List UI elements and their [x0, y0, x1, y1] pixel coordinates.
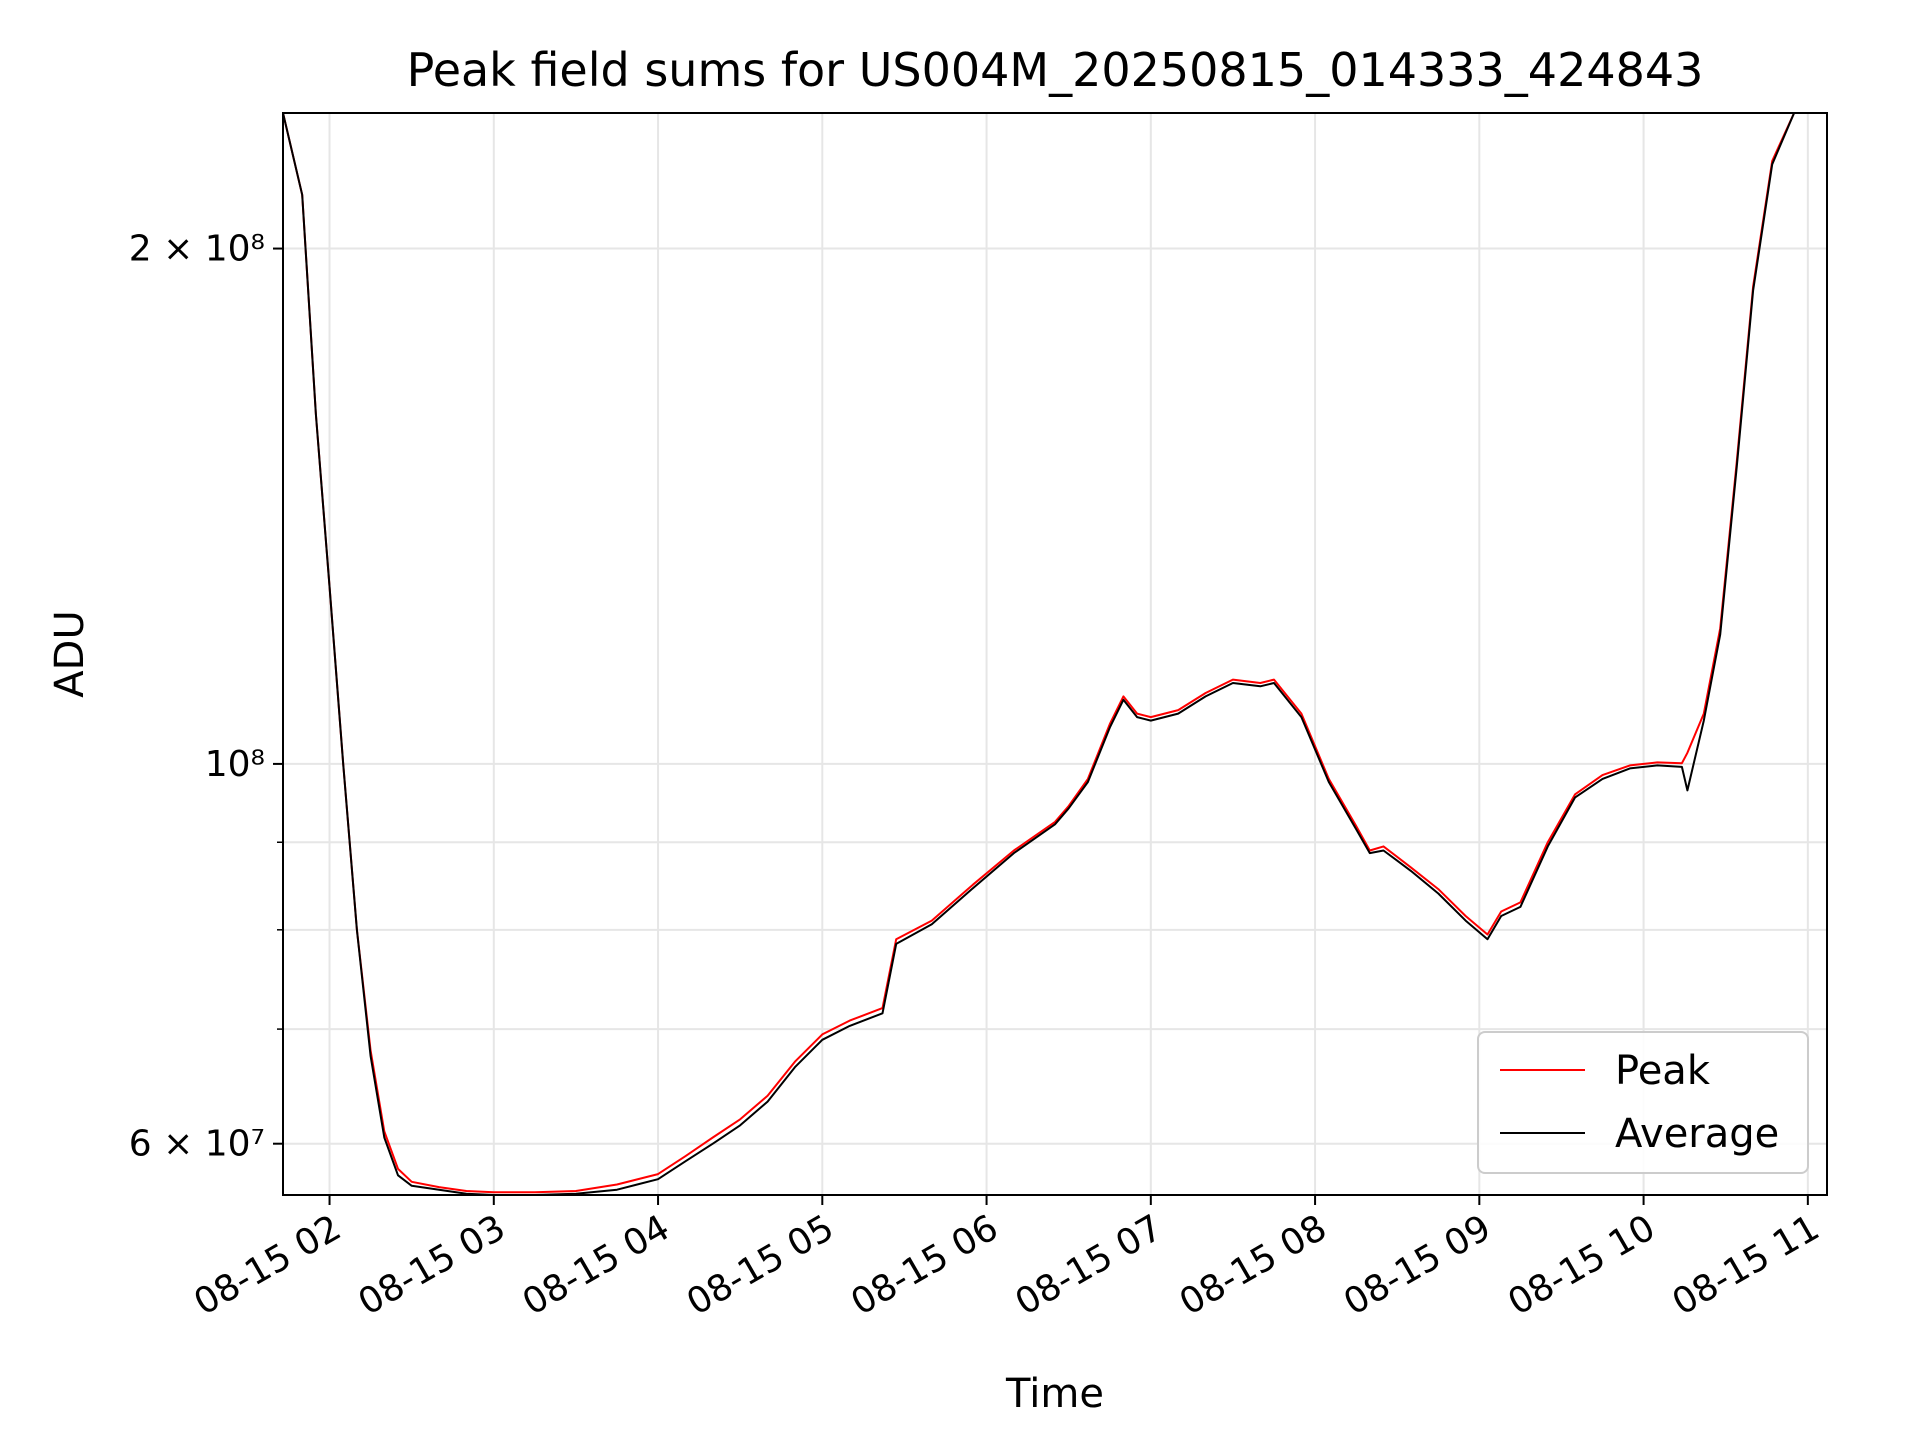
legend-box	[1477, 1031, 1809, 1174]
x-tick-label: 08-15 05	[680, 1207, 841, 1323]
chart-title: Peak field sums for US004M_20250815_0143…	[407, 43, 1704, 97]
x-tick-label: 08-15 11	[1666, 1207, 1827, 1323]
legend-peak-label: Peak	[1615, 1048, 1711, 1094]
x-tick-label: 08-15 02	[187, 1207, 348, 1323]
x-tick-label: 08-15 04	[516, 1207, 677, 1323]
x-tick-label: 08-15 07	[1009, 1207, 1170, 1323]
x-axis-ticks: 08-15 02 08-15 03 08-15 04 08-15 05 08-15 06…	[187, 1195, 1826, 1324]
x-axis-label: Time	[1005, 1371, 1104, 1417]
series-line-average	[283, 113, 1808, 1195]
legend: Peak Average	[1477, 1031, 1809, 1174]
x-tick-label: 08-15 09	[1337, 1207, 1498, 1323]
series-line-peak	[283, 113, 1808, 1194]
x-tick-label: 08-15 10	[1501, 1207, 1662, 1323]
y-tick-label: 6 × 10⁷	[129, 1124, 265, 1165]
x-tick-label: 08-15 03	[352, 1207, 513, 1323]
plot-area-frame	[282, 112, 1828, 1196]
legend-average-label: Average	[1615, 1111, 1779, 1157]
y-axis-ticks: 6 × 10⁷ 10⁸ 2 × 10⁸	[129, 229, 283, 1165]
x-tick-label: 08-15 08	[1173, 1207, 1334, 1323]
y-tick-label: 2 × 10⁸	[129, 229, 265, 270]
x-tick-label: 08-15 06	[844, 1207, 1005, 1323]
y-axis-label: ADU	[47, 610, 93, 697]
series-lines	[283, 113, 1808, 1195]
y-tick-label: 10⁸	[205, 744, 265, 785]
grid-lines	[283, 113, 1827, 1195]
